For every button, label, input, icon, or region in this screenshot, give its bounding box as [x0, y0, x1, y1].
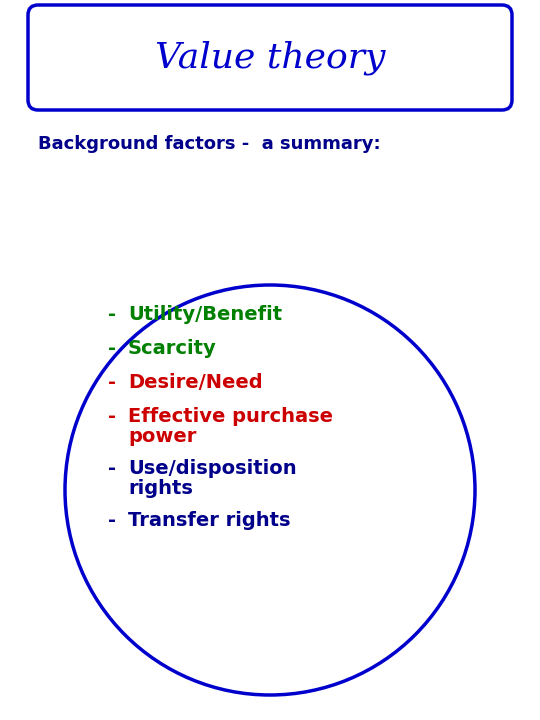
Text: Scarcity: Scarcity	[128, 339, 217, 358]
Text: -: -	[108, 407, 116, 426]
Text: -: -	[108, 339, 116, 358]
Text: Desire/Need: Desire/Need	[128, 373, 262, 392]
Text: -: -	[108, 511, 116, 530]
Text: power: power	[128, 427, 197, 446]
Text: Transfer rights: Transfer rights	[128, 511, 291, 530]
Text: -: -	[108, 373, 116, 392]
Text: -: -	[108, 305, 116, 324]
Text: -: -	[108, 459, 116, 478]
Text: Utility/Benefit: Utility/Benefit	[128, 305, 282, 324]
Text: Value theory: Value theory	[155, 41, 385, 76]
Text: Use/disposition: Use/disposition	[128, 459, 296, 478]
Text: Effective purchase: Effective purchase	[128, 407, 333, 426]
Text: Background factors -  a summary:: Background factors - a summary:	[38, 135, 381, 153]
Ellipse shape	[65, 285, 475, 695]
Text: rights: rights	[128, 479, 193, 498]
FancyBboxPatch shape	[28, 5, 512, 110]
